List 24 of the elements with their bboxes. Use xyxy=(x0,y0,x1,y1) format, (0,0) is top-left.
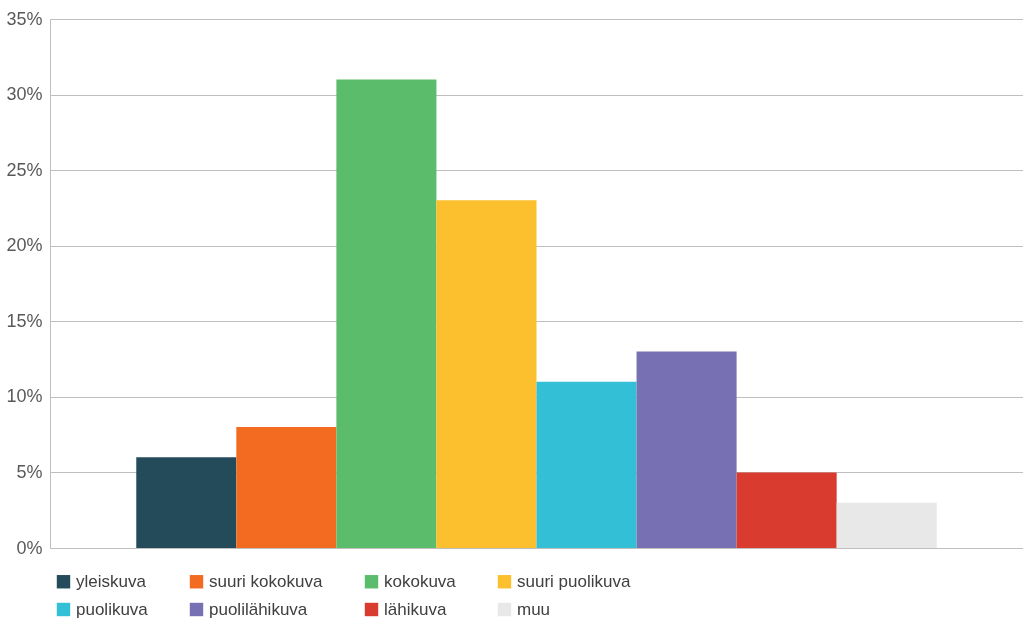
bar xyxy=(336,79,437,548)
y-tick-label: 20% xyxy=(6,235,43,256)
legend-label: suuri kokokuva xyxy=(209,571,323,591)
legend-label: muu xyxy=(517,599,551,619)
legend-label: kokokuva xyxy=(384,571,457,591)
y-tick-label: 30% xyxy=(6,84,43,105)
y-tick-label: 35% xyxy=(6,8,43,29)
legend-label: puolikuva xyxy=(76,599,149,619)
legend-label: suuri puolikuva xyxy=(517,571,631,591)
y-tick-label: 0% xyxy=(16,537,43,558)
bar xyxy=(636,351,737,548)
bar xyxy=(836,502,937,548)
bar xyxy=(536,381,637,548)
legend-label: puolilähikuva xyxy=(209,599,308,619)
legend-label: lähikuva xyxy=(384,599,447,619)
y-tick-label: 15% xyxy=(6,310,43,331)
bar xyxy=(236,427,337,548)
y-tick-label: 25% xyxy=(6,159,43,180)
y-tick-label: 5% xyxy=(16,461,43,482)
bar xyxy=(736,472,837,548)
bar xyxy=(436,200,537,548)
y-tick-label: 10% xyxy=(6,386,43,407)
bar xyxy=(136,457,237,548)
legend-label: yleiskuva xyxy=(76,571,147,591)
